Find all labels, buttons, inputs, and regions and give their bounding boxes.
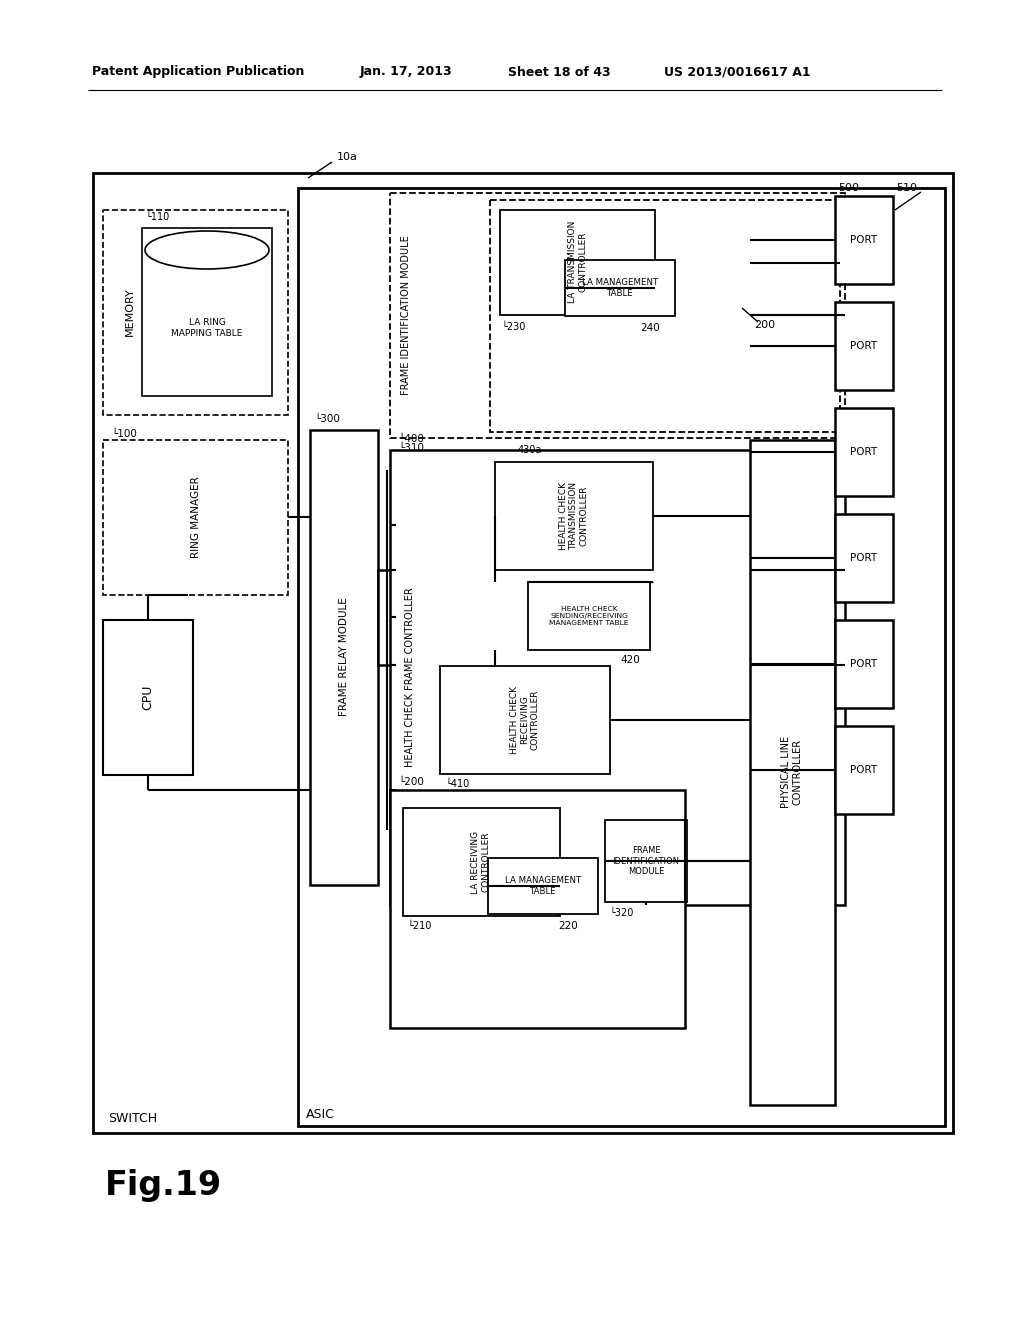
Text: 10a: 10a	[337, 152, 357, 162]
Text: LA TRANSMISSION
CONTROLLER: LA TRANSMISSION CONTROLLER	[568, 220, 588, 304]
Text: HEALTH CHECK
RECEIVING
CONTROLLER: HEALTH CHECK RECEIVING CONTROLLER	[510, 686, 540, 754]
Bar	[103, 620, 193, 775]
Text: 420: 420	[620, 655, 640, 665]
Text: Jan. 17, 2013: Jan. 17, 2013	[360, 66, 453, 78]
Text: CPU: CPU	[141, 684, 155, 710]
Text: HEALTH CHECK FRAME CONTROLLER: HEALTH CHECK FRAME CONTROLLER	[406, 587, 415, 767]
Text: PORT: PORT	[851, 553, 878, 564]
Text: └320: └320	[609, 908, 634, 917]
Text: 200: 200	[755, 319, 775, 330]
Text: 510: 510	[896, 183, 918, 193]
Bar	[500, 210, 655, 315]
Text: MEMORY: MEMORY	[125, 288, 135, 337]
Bar	[378, 570, 396, 665]
Text: US 2013/0016617 A1: US 2013/0016617 A1	[664, 66, 811, 78]
Bar	[390, 193, 845, 438]
Text: Patent Application Publication: Patent Application Publication	[92, 66, 304, 78]
Text: RING MANAGER: RING MANAGER	[191, 477, 201, 558]
Text: ASIC: ASIC	[305, 1107, 335, 1121]
Text: LA MANAGEMENT
TABLE: LA MANAGEMENT TABLE	[582, 279, 658, 298]
Text: 240: 240	[640, 323, 659, 333]
Text: └230: └230	[502, 322, 526, 333]
Text: LA RING
MAPPING TABLE: LA RING MAPPING TABLE	[171, 318, 243, 338]
Ellipse shape	[145, 231, 269, 269]
Bar	[93, 173, 953, 1133]
Text: PORT: PORT	[851, 766, 878, 775]
Text: └410: └410	[446, 779, 470, 789]
Bar	[298, 187, 945, 1126]
Text: HEALTH CHECK
TRANSMISSION
CONTROLLER: HEALTH CHECK TRANSMISSION CONTROLLER	[559, 482, 589, 550]
Text: └300: └300	[314, 414, 340, 424]
Text: 220: 220	[558, 921, 578, 931]
Text: └110: └110	[146, 213, 170, 222]
Text: HEALTH CHECK
SENDING/RECEIVING
MANAGEMENT TABLE: HEALTH CHECK SENDING/RECEIVING MANAGEMEN…	[549, 606, 629, 626]
Text: 500: 500	[838, 183, 859, 193]
Text: PORT: PORT	[851, 235, 878, 246]
Bar	[835, 302, 893, 389]
Bar	[103, 440, 288, 595]
Text: SWITCH: SWITCH	[109, 1113, 158, 1126]
Text: └310: └310	[398, 444, 424, 453]
Text: └400: └400	[398, 434, 424, 444]
Bar	[390, 789, 685, 1028]
Bar	[142, 228, 272, 396]
Bar	[835, 620, 893, 708]
Bar	[495, 462, 653, 570]
Text: └100: └100	[111, 429, 137, 440]
Bar	[565, 260, 675, 315]
Text: FRAME RELAY MODULE: FRAME RELAY MODULE	[339, 598, 349, 717]
Bar	[750, 440, 835, 1105]
Text: PORT: PORT	[851, 341, 878, 351]
Bar	[835, 726, 893, 814]
Text: LA MANAGEMENT
TABLE: LA MANAGEMENT TABLE	[505, 876, 582, 896]
Bar	[488, 858, 598, 913]
Text: FRAME
IDENTIFICATION
MODULE: FRAME IDENTIFICATION MODULE	[612, 846, 680, 876]
Bar	[490, 201, 840, 432]
Bar	[605, 820, 687, 902]
Bar	[390, 450, 845, 906]
Text: └210: └210	[407, 921, 431, 931]
Text: └200: └200	[398, 777, 424, 787]
Bar	[310, 430, 378, 884]
Text: FRAME IDENTIFICATION MODULE: FRAME IDENTIFICATION MODULE	[401, 235, 411, 395]
Text: PORT: PORT	[851, 659, 878, 669]
Bar	[103, 210, 288, 414]
Text: PORT: PORT	[851, 447, 878, 457]
Bar	[403, 808, 560, 916]
Text: LA RECEIVING
CONTROLLER: LA RECEIVING CONTROLLER	[471, 830, 490, 894]
Bar	[528, 582, 650, 649]
Text: Fig.19: Fig.19	[105, 1168, 222, 1201]
Text: Sheet 18 of 43: Sheet 18 of 43	[508, 66, 610, 78]
Bar	[835, 195, 893, 284]
Text: 430a: 430a	[518, 445, 542, 455]
Text: PHYSICAL LINE
CONTROLLER: PHYSICAL LINE CONTROLLER	[781, 737, 803, 808]
Bar	[440, 667, 610, 774]
Bar	[835, 513, 893, 602]
Bar	[835, 408, 893, 496]
